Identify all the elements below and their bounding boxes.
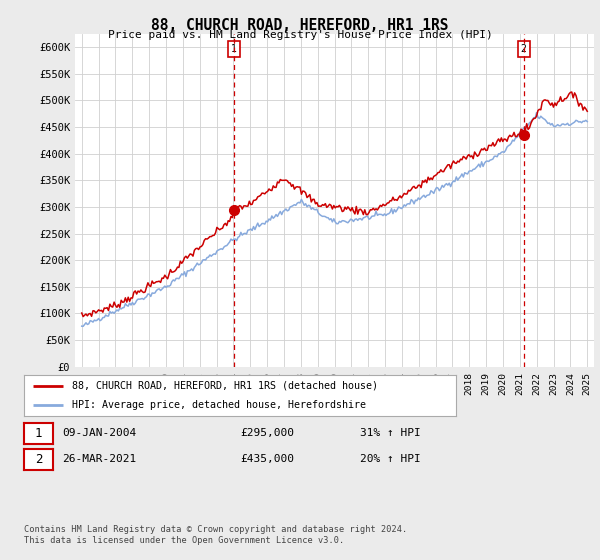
Text: 20% ↑ HPI: 20% ↑ HPI [360,454,421,464]
Text: £295,000: £295,000 [240,428,294,438]
Text: 1: 1 [35,427,42,440]
Text: £435,000: £435,000 [240,454,294,464]
Text: 31% ↑ HPI: 31% ↑ HPI [360,428,421,438]
Text: 88, CHURCH ROAD, HEREFORD, HR1 1RS: 88, CHURCH ROAD, HEREFORD, HR1 1RS [151,18,449,34]
Text: 1: 1 [231,44,237,54]
Text: 88, CHURCH ROAD, HEREFORD, HR1 1RS (detached house): 88, CHURCH ROAD, HEREFORD, HR1 1RS (deta… [71,381,377,391]
Text: Contains HM Land Registry data © Crown copyright and database right 2024.
This d: Contains HM Land Registry data © Crown c… [24,525,407,545]
Text: 2: 2 [521,44,527,54]
Text: Price paid vs. HM Land Registry's House Price Index (HPI): Price paid vs. HM Land Registry's House … [107,30,493,40]
Text: 2: 2 [35,452,42,466]
Text: HPI: Average price, detached house, Herefordshire: HPI: Average price, detached house, Here… [71,400,365,410]
Text: 09-JAN-2004: 09-JAN-2004 [62,428,136,438]
Text: 26-MAR-2021: 26-MAR-2021 [62,454,136,464]
